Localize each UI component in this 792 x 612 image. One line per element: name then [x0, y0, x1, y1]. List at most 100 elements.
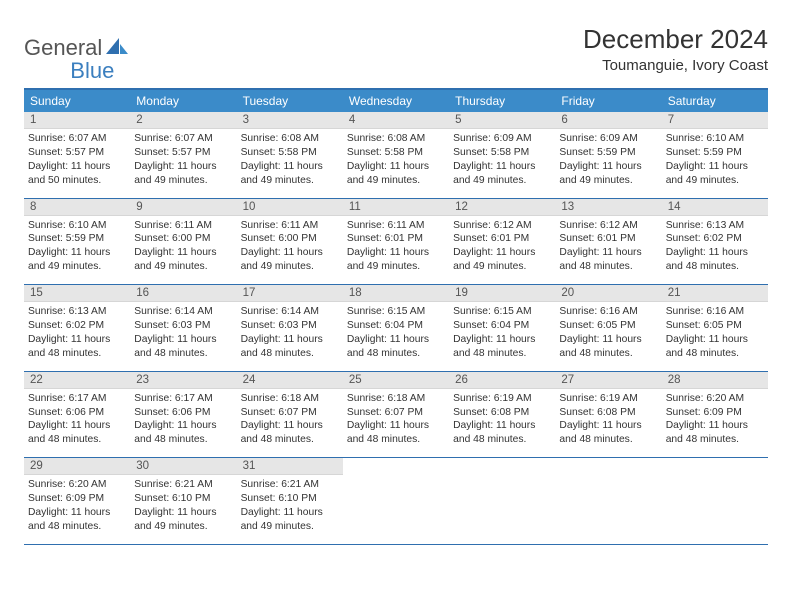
- day-body: Sunrise: 6:10 AMSunset: 5:59 PMDaylight:…: [24, 216, 130, 285]
- daylight-text: Daylight: 11 hours and 49 minutes.: [559, 160, 657, 188]
- sunset-text: Sunset: 5:59 PM: [666, 146, 764, 160]
- day-number: 26: [449, 372, 555, 389]
- day-number: 16: [130, 285, 236, 302]
- sunrise-text: Sunrise: 6:08 AM: [241, 132, 339, 146]
- daylight-text: Daylight: 11 hours and 48 minutes.: [666, 419, 764, 447]
- sunset-text: Sunset: 5:58 PM: [241, 146, 339, 160]
- sunrise-text: Sunrise: 6:21 AM: [241, 478, 339, 492]
- weekday-header: Friday: [555, 90, 661, 112]
- daylight-text: Daylight: 11 hours and 48 minutes.: [28, 506, 126, 534]
- day-cell: 22Sunrise: 6:17 AMSunset: 6:06 PMDayligh…: [24, 372, 130, 458]
- weekday-header: Saturday: [662, 90, 768, 112]
- week-row: 1Sunrise: 6:07 AMSunset: 5:57 PMDaylight…: [24, 112, 768, 199]
- sunrise-text: Sunrise: 6:07 AM: [28, 132, 126, 146]
- sunset-text: Sunset: 6:04 PM: [453, 319, 551, 333]
- header: General Blue December 2024 Toumanguie, I…: [24, 24, 768, 74]
- day-body: Sunrise: 6:11 AMSunset: 6:00 PMDaylight:…: [237, 216, 343, 285]
- day-number: 19: [449, 285, 555, 302]
- day-cell: .: [662, 458, 768, 544]
- weekday-header: Monday: [130, 90, 236, 112]
- sunrise-text: Sunrise: 6:16 AM: [559, 305, 657, 319]
- sunset-text: Sunset: 5:57 PM: [134, 146, 232, 160]
- daylight-text: Daylight: 11 hours and 48 minutes.: [28, 419, 126, 447]
- day-cell: 3Sunrise: 6:08 AMSunset: 5:58 PMDaylight…: [237, 112, 343, 198]
- sunset-text: Sunset: 6:08 PM: [453, 406, 551, 420]
- daylight-text: Daylight: 11 hours and 49 minutes.: [666, 160, 764, 188]
- daylight-text: Daylight: 11 hours and 48 minutes.: [559, 333, 657, 361]
- day-body: Sunrise: 6:10 AMSunset: 5:59 PMDaylight:…: [662, 129, 768, 198]
- day-body: Sunrise: 6:15 AMSunset: 6:04 PMDaylight:…: [449, 302, 555, 371]
- sunrise-text: Sunrise: 6:20 AM: [666, 392, 764, 406]
- weekday-header: Wednesday: [343, 90, 449, 112]
- daylight-text: Daylight: 11 hours and 49 minutes.: [28, 246, 126, 274]
- sunrise-text: Sunrise: 6:10 AM: [666, 132, 764, 146]
- day-body: Sunrise: 6:14 AMSunset: 6:03 PMDaylight:…: [130, 302, 236, 371]
- day-body: Sunrise: 6:18 AMSunset: 6:07 PMDaylight:…: [343, 389, 449, 458]
- daylight-text: Daylight: 11 hours and 49 minutes.: [134, 506, 232, 534]
- daylight-text: Daylight: 11 hours and 49 minutes.: [241, 506, 339, 534]
- sunrise-text: Sunrise: 6:21 AM: [134, 478, 232, 492]
- day-body: Sunrise: 6:16 AMSunset: 6:05 PMDaylight:…: [555, 302, 661, 371]
- day-number: 9: [130, 199, 236, 216]
- day-cell: 26Sunrise: 6:19 AMSunset: 6:08 PMDayligh…: [449, 372, 555, 458]
- sunrise-text: Sunrise: 6:11 AM: [241, 219, 339, 233]
- day-cell: 24Sunrise: 6:18 AMSunset: 6:07 PMDayligh…: [237, 372, 343, 458]
- day-cell: 28Sunrise: 6:20 AMSunset: 6:09 PMDayligh…: [662, 372, 768, 458]
- title-block: December 2024 Toumanguie, Ivory Coast: [583, 24, 768, 74]
- calendar: SundayMondayTuesdayWednesdayThursdayFrid…: [24, 88, 768, 545]
- logo-text-blue: Blue: [70, 58, 114, 84]
- daylight-text: Daylight: 11 hours and 49 minutes.: [347, 246, 445, 274]
- sunset-text: Sunset: 6:00 PM: [241, 232, 339, 246]
- day-body: Sunrise: 6:09 AMSunset: 5:59 PMDaylight:…: [555, 129, 661, 198]
- sunrise-text: Sunrise: 6:07 AM: [134, 132, 232, 146]
- day-number: 18: [343, 285, 449, 302]
- sunrise-text: Sunrise: 6:19 AM: [559, 392, 657, 406]
- sunset-text: Sunset: 6:07 PM: [347, 406, 445, 420]
- sunset-text: Sunset: 6:04 PM: [347, 319, 445, 333]
- day-number: 31: [237, 458, 343, 475]
- day-cell: 21Sunrise: 6:16 AMSunset: 6:05 PMDayligh…: [662, 285, 768, 371]
- day-cell: 12Sunrise: 6:12 AMSunset: 6:01 PMDayligh…: [449, 199, 555, 285]
- sunset-text: Sunset: 5:58 PM: [453, 146, 551, 160]
- day-cell: 1Sunrise: 6:07 AMSunset: 5:57 PMDaylight…: [24, 112, 130, 198]
- day-body: Sunrise: 6:12 AMSunset: 6:01 PMDaylight:…: [449, 216, 555, 285]
- week-row: 15Sunrise: 6:13 AMSunset: 6:02 PMDayligh…: [24, 285, 768, 372]
- day-body: Sunrise: 6:08 AMSunset: 5:58 PMDaylight:…: [343, 129, 449, 198]
- day-body: Sunrise: 6:07 AMSunset: 5:57 PMDaylight:…: [24, 129, 130, 198]
- sunset-text: Sunset: 6:07 PM: [241, 406, 339, 420]
- daylight-text: Daylight: 11 hours and 49 minutes.: [347, 160, 445, 188]
- sunrise-text: Sunrise: 6:17 AM: [134, 392, 232, 406]
- day-body: Sunrise: 6:21 AMSunset: 6:10 PMDaylight:…: [130, 475, 236, 544]
- sunrise-text: Sunrise: 6:19 AM: [453, 392, 551, 406]
- logo: General Blue: [24, 24, 114, 72]
- sunset-text: Sunset: 6:09 PM: [666, 406, 764, 420]
- day-body: Sunrise: 6:17 AMSunset: 6:06 PMDaylight:…: [24, 389, 130, 458]
- sunrise-text: Sunrise: 6:14 AM: [241, 305, 339, 319]
- sunrise-text: Sunrise: 6:11 AM: [134, 219, 232, 233]
- day-body: Sunrise: 6:07 AMSunset: 5:57 PMDaylight:…: [130, 129, 236, 198]
- sunrise-text: Sunrise: 6:11 AM: [347, 219, 445, 233]
- day-body: Sunrise: 6:15 AMSunset: 6:04 PMDaylight:…: [343, 302, 449, 371]
- day-cell: .: [343, 458, 449, 544]
- day-cell: 17Sunrise: 6:14 AMSunset: 6:03 PMDayligh…: [237, 285, 343, 371]
- day-cell: 15Sunrise: 6:13 AMSunset: 6:02 PMDayligh…: [24, 285, 130, 371]
- daylight-text: Daylight: 11 hours and 49 minutes.: [453, 160, 551, 188]
- daylight-text: Daylight: 11 hours and 48 minutes.: [241, 333, 339, 361]
- day-cell: 2Sunrise: 6:07 AMSunset: 5:57 PMDaylight…: [130, 112, 236, 198]
- day-cell: 29Sunrise: 6:20 AMSunset: 6:09 PMDayligh…: [24, 458, 130, 544]
- weekday-header: Tuesday: [237, 90, 343, 112]
- day-number: 25: [343, 372, 449, 389]
- sunrise-text: Sunrise: 6:17 AM: [28, 392, 126, 406]
- day-cell: 6Sunrise: 6:09 AMSunset: 5:59 PMDaylight…: [555, 112, 661, 198]
- sunset-text: Sunset: 6:00 PM: [134, 232, 232, 246]
- day-body: Sunrise: 6:11 AMSunset: 6:01 PMDaylight:…: [343, 216, 449, 285]
- day-cell: 7Sunrise: 6:10 AMSunset: 5:59 PMDaylight…: [662, 112, 768, 198]
- logo-sail-icon: [106, 36, 128, 61]
- daylight-text: Daylight: 11 hours and 48 minutes.: [134, 419, 232, 447]
- day-number: 30: [130, 458, 236, 475]
- weeks-container: 1Sunrise: 6:07 AMSunset: 5:57 PMDaylight…: [24, 112, 768, 545]
- sunset-text: Sunset: 6:10 PM: [134, 492, 232, 506]
- daylight-text: Daylight: 11 hours and 48 minutes.: [666, 333, 764, 361]
- sunrise-text: Sunrise: 6:08 AM: [347, 132, 445, 146]
- sunrise-text: Sunrise: 6:20 AM: [28, 478, 126, 492]
